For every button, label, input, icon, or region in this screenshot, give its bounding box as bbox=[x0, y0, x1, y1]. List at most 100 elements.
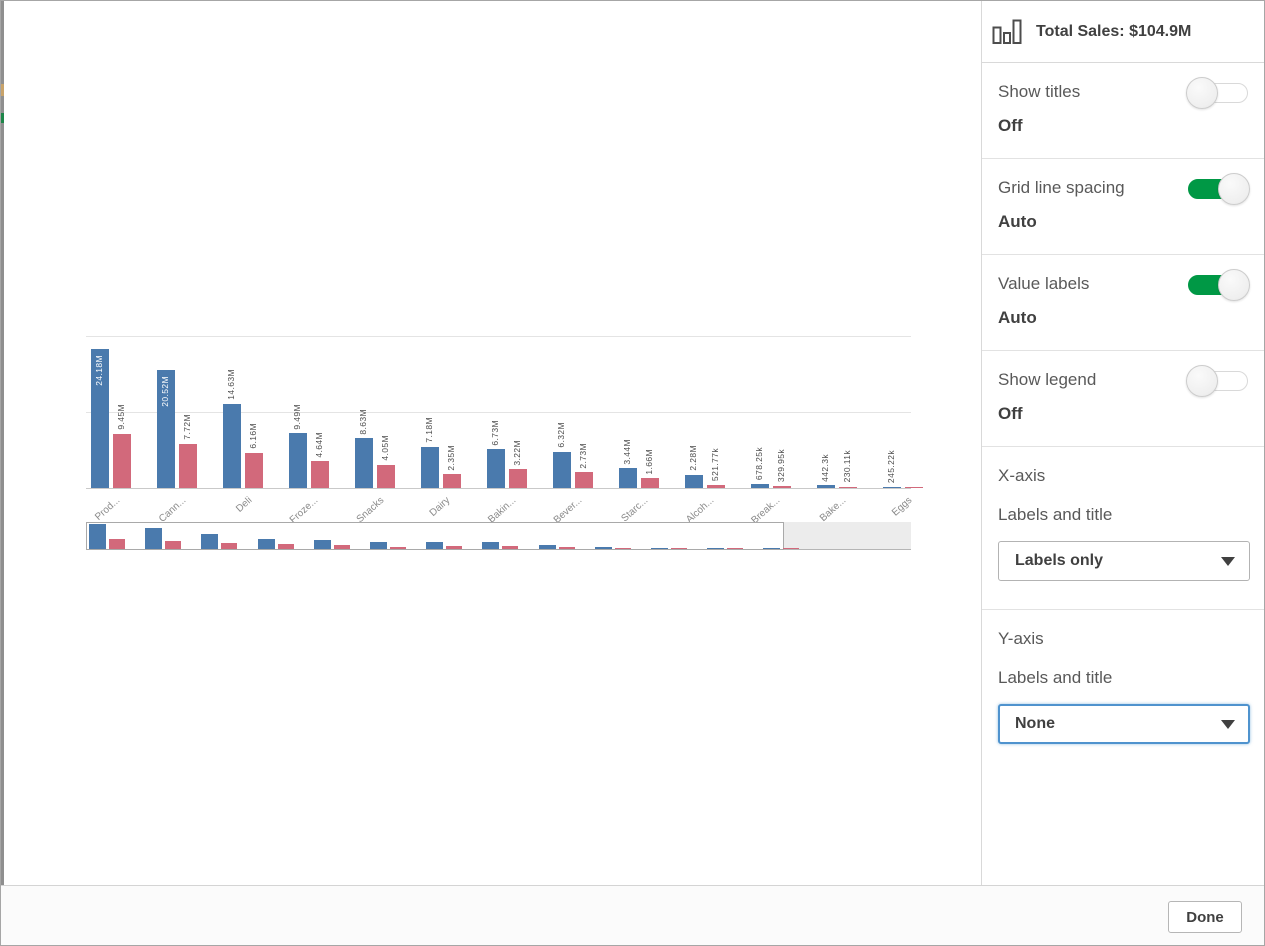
bar-sales[interactable] bbox=[223, 403, 241, 488]
bar-sales[interactable] bbox=[289, 433, 307, 488]
bar-measure2[interactable] bbox=[179, 443, 197, 488]
mini-bar bbox=[727, 548, 744, 549]
toggle-knob[interactable] bbox=[1186, 77, 1218, 109]
show-legend-toggle[interactable] bbox=[1186, 365, 1248, 397]
bar-sales[interactable] bbox=[421, 446, 439, 488]
bar-sales[interactable] bbox=[751, 484, 769, 488]
value-label: 2.73M bbox=[578, 442, 588, 469]
bar-sales[interactable] bbox=[487, 449, 505, 488]
mini-bar bbox=[671, 548, 687, 549]
value-label: 3.44M bbox=[622, 438, 632, 465]
value-labels-toggle[interactable] bbox=[1188, 269, 1250, 301]
bar-measure2[interactable] bbox=[311, 461, 329, 488]
value-labels-value: Auto bbox=[998, 308, 1037, 327]
chevron-down-icon bbox=[1221, 556, 1235, 566]
footer-bar: Done bbox=[1, 885, 1264, 945]
mini-bar bbox=[614, 548, 631, 549]
bar-measure2[interactable] bbox=[707, 485, 725, 488]
mini-bar bbox=[390, 546, 406, 549]
bar-measure2[interactable] bbox=[113, 433, 131, 488]
mini-bar bbox=[145, 527, 163, 549]
value-label: 7.72M bbox=[182, 414, 192, 440]
left-edge-orange-mark bbox=[1, 84, 4, 96]
done-button[interactable]: Done bbox=[1168, 901, 1242, 933]
bar-sales[interactable] bbox=[91, 349, 109, 488]
mini-bar bbox=[502, 546, 519, 549]
grid-line-spacing-toggle[interactable] bbox=[1188, 173, 1250, 205]
value-label: 7.18M bbox=[424, 417, 434, 443]
x-axis-line bbox=[86, 488, 911, 489]
value-label: 521.77k bbox=[710, 447, 720, 482]
x-axis-sublabel: Labels and title bbox=[998, 505, 1113, 524]
mini-bar bbox=[426, 542, 444, 549]
bar-sales[interactable] bbox=[619, 468, 637, 488]
bar-measure2[interactable] bbox=[443, 474, 461, 488]
scroll-navigator-track[interactable] bbox=[784, 522, 911, 550]
value-label: 9.49M bbox=[292, 403, 302, 430]
value-label: 2.35M bbox=[446, 444, 456, 471]
bar-measure2[interactable] bbox=[509, 469, 527, 488]
show-legend-label: Show legend bbox=[998, 370, 1097, 389]
bar-sales[interactable] bbox=[883, 486, 901, 488]
value-label: 4.64M bbox=[314, 431, 324, 458]
mini-bar bbox=[558, 547, 575, 549]
bar-chart-icon bbox=[991, 17, 1023, 47]
mini-bar bbox=[594, 546, 612, 549]
toggle-knob[interactable] bbox=[1186, 365, 1218, 397]
scroll-navigator[interactable] bbox=[86, 522, 911, 550]
bar-sales[interactable] bbox=[817, 485, 835, 488]
bar-measure2[interactable] bbox=[575, 472, 593, 488]
bar-sales[interactable] bbox=[685, 474, 703, 488]
bar-measure2[interactable] bbox=[641, 478, 659, 488]
bar-measure2[interactable] bbox=[245, 452, 263, 488]
y-axis-dropdown-value: None bbox=[1015, 715, 1055, 732]
y-axis-labels-dropdown[interactable]: None bbox=[998, 704, 1250, 744]
bar-sales[interactable] bbox=[553, 451, 571, 488]
grid-line-spacing-label: Grid line spacing bbox=[998, 178, 1125, 197]
show-titles-label: Show titles bbox=[998, 82, 1081, 101]
value-label: 230.11k bbox=[842, 450, 852, 483]
value-label: 245.22k bbox=[886, 449, 896, 483]
value-label: 24.18M bbox=[94, 355, 104, 386]
x-axis-dropdown-value: Labels only bbox=[1015, 552, 1104, 569]
panel-header: Total Sales: $104.9M bbox=[982, 1, 1264, 63]
mini-bar bbox=[313, 540, 331, 549]
left-edge-green-mark bbox=[1, 113, 4, 123]
mini-bar bbox=[370, 541, 387, 549]
setting-row-show-titles: Show titles Off bbox=[982, 63, 1264, 159]
setting-row-show-legend: Show legend Off bbox=[982, 351, 1264, 447]
x-axis-title: X-axis bbox=[998, 466, 1046, 485]
mini-bar bbox=[221, 542, 238, 549]
toggle-knob[interactable] bbox=[1218, 269, 1250, 301]
value-label: 442.3k bbox=[820, 453, 830, 482]
show-titles-toggle[interactable] bbox=[1186, 77, 1248, 109]
bar-sales[interactable] bbox=[157, 370, 175, 488]
mini-bar bbox=[538, 545, 556, 549]
mini-bar bbox=[257, 539, 275, 549]
mini-bar bbox=[482, 542, 500, 549]
bar-measure2[interactable] bbox=[905, 486, 923, 488]
mini-bar bbox=[651, 548, 668, 549]
value-label: 6.32M bbox=[556, 422, 566, 448]
mini-bar bbox=[109, 539, 125, 549]
mini-bar bbox=[763, 548, 781, 549]
x-axis-labels-dropdown[interactable]: Labels only bbox=[998, 541, 1250, 581]
value-label: 678.25k bbox=[754, 447, 764, 481]
bar-measure2[interactable] bbox=[773, 486, 791, 488]
value-label: 3.22M bbox=[512, 439, 522, 466]
show-legend-value: Off bbox=[998, 404, 1023, 423]
grid-line-spacing-value: Auto bbox=[998, 212, 1037, 231]
setting-row-value-labels: Value labels Auto bbox=[982, 255, 1264, 351]
mini-bar bbox=[707, 548, 725, 549]
value-label: 8.63M bbox=[358, 408, 368, 435]
bar-sales[interactable] bbox=[355, 438, 373, 488]
value-label: 9.45M bbox=[116, 404, 126, 430]
toggle-knob[interactable] bbox=[1218, 173, 1250, 205]
value-label: 20.52M bbox=[160, 376, 170, 407]
mini-bar bbox=[165, 541, 182, 549]
value-labels-label: Value labels bbox=[998, 274, 1090, 293]
show-titles-value: Off bbox=[998, 116, 1023, 135]
bar-measure2[interactable] bbox=[377, 464, 395, 488]
bar-measure2[interactable] bbox=[839, 486, 857, 488]
